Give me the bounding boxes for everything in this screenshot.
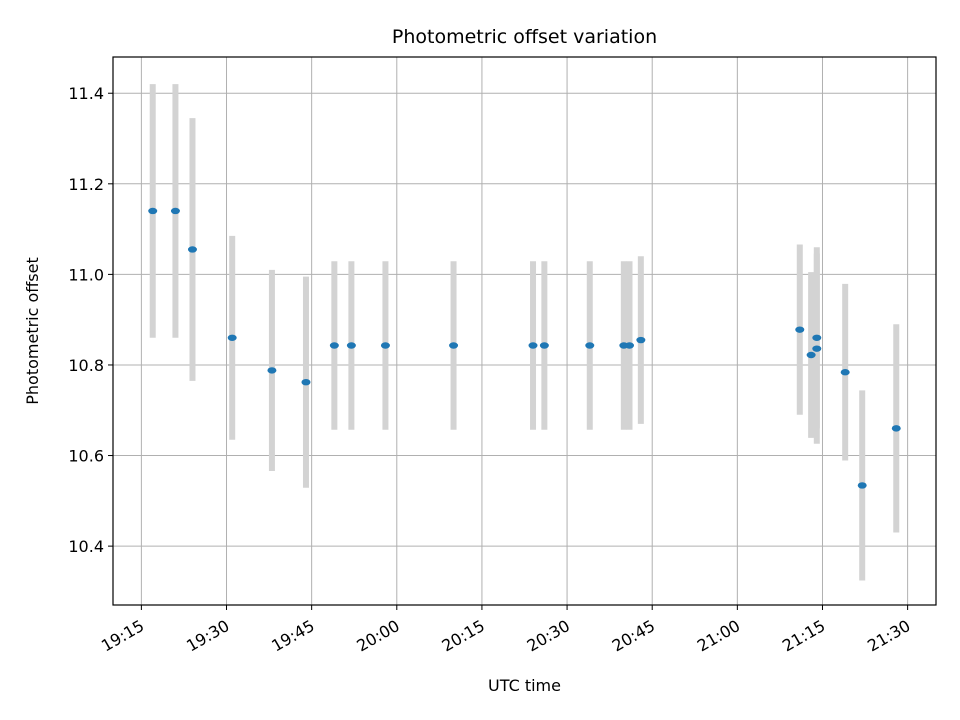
data-point (539, 342, 549, 349)
data-point (380, 342, 390, 349)
y-tick-label: 11.2 (68, 175, 104, 194)
data-point (267, 367, 277, 374)
data-point (636, 336, 646, 344)
data-point (301, 378, 311, 386)
data-points (148, 207, 901, 489)
data-point (449, 342, 459, 349)
y-tick-label: 11.0 (68, 265, 104, 284)
data-point (812, 345, 822, 352)
y-axis-ticks: 10.4 10.6 10.8 11.0 11.2 11.4 (68, 84, 113, 556)
grid-lines (113, 57, 936, 605)
data-point (187, 246, 197, 253)
y-tick-label: 10.6 (68, 447, 104, 466)
chart-title: Photometric offset variation (392, 26, 657, 48)
y-axis-label: Photometric offset (23, 257, 42, 405)
y-tick-label: 10.8 (68, 356, 104, 375)
data-point (329, 342, 339, 349)
y-tick-label: 11.4 (68, 84, 104, 103)
data-point (857, 482, 867, 489)
data-point (528, 342, 538, 349)
data-point (585, 342, 595, 349)
data-point (625, 342, 635, 349)
data-point (840, 369, 850, 376)
data-point (812, 334, 822, 341)
data-point (148, 207, 158, 215)
data-point (891, 425, 901, 432)
data-point (806, 351, 816, 359)
plot-frame (112, 56, 937, 606)
data-point (346, 342, 356, 349)
data-point (170, 207, 180, 215)
x-axis-label: UTC time (488, 676, 561, 695)
data-point (795, 326, 805, 333)
y-tick-label: 10.4 (68, 537, 104, 556)
data-point (227, 334, 237, 341)
